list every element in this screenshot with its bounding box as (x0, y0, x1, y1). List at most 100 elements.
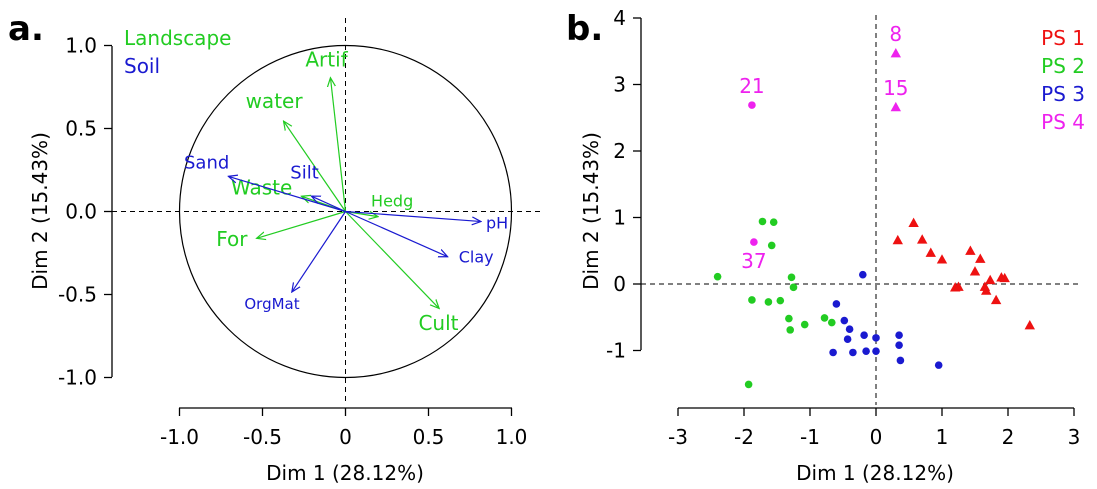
point-ps2 (789, 283, 798, 292)
point-ps1 (975, 253, 986, 263)
legend-ps1: PS 1 (1041, 26, 1085, 50)
legend-ps3: PS 3 (1041, 82, 1085, 106)
vector-arrow (284, 122, 346, 212)
point-ps1 (953, 281, 964, 291)
point-ps2 (758, 217, 767, 226)
point-ps4-8 (890, 48, 901, 58)
point-ps1 (1024, 320, 1035, 330)
vector-label: OrgMat (244, 295, 299, 313)
point-ps2 (748, 296, 756, 304)
point-ps2 (786, 326, 794, 334)
panel-a-x-tick-label: 1.0 (496, 425, 528, 449)
point-ps1 (981, 285, 992, 295)
point-ps1 (892, 234, 903, 245)
legend-soil: Soil (124, 54, 160, 78)
vector-label: Waste (231, 176, 292, 200)
panel-a-y-tick-label: 0.0 (65, 200, 97, 224)
vector-label: water (246, 89, 304, 113)
point-ps1 (936, 254, 948, 264)
point-ps1 (990, 294, 1002, 305)
panel-b-x-ticks: -3 -2 -1 0 1 2 3 (668, 408, 1080, 449)
point-label: 8 (889, 22, 902, 46)
point-ps3 (829, 348, 837, 357)
panel-a-x-tick-label: -0.5 (243, 425, 282, 449)
point-ps3 (843, 335, 852, 343)
vector-label: Cult (418, 311, 458, 335)
panel-a-x-ticks: -1.0 -0.5 0 0.5 1.0 (160, 408, 527, 449)
point-ps2 (820, 314, 829, 322)
point-label: 15 (883, 76, 908, 100)
point-ps3 (872, 334, 880, 342)
vector-arrow (331, 79, 347, 212)
vector-arrow (258, 210, 346, 239)
panel-a-y-tick-label: 0.5 (65, 117, 97, 141)
legend-ps2: PS 2 (1041, 54, 1085, 78)
vector-arrow (345, 210, 447, 257)
panel-b-y-axis-title: Dim 2 (15.43%) (579, 132, 603, 290)
panel-b-y-tick-label: -1 (606, 339, 626, 363)
vector-label: Sand (184, 153, 229, 174)
point-ps2 (827, 318, 836, 327)
vector-label: Artif (305, 48, 348, 72)
panel-a-x-tick-label: 0.5 (413, 425, 445, 449)
point-ps3 (859, 270, 867, 279)
point-ps3 (934, 361, 943, 369)
panel-a-y-tick-label: -1.0 (58, 366, 97, 390)
point-ps1 (965, 245, 976, 255)
point-ps1 (969, 266, 981, 276)
point-ps2 (785, 314, 793, 323)
point-ps4-15 (890, 101, 901, 112)
point-ps1 (984, 274, 996, 285)
panel-a-label: a. (8, 9, 44, 49)
panel-a-x-axis-title: Dim 1 (28.12%) (266, 461, 424, 485)
panel-b-y-tick-label: 4 (613, 6, 626, 30)
point-ps1 (917, 234, 928, 244)
point-ps2 (767, 241, 776, 250)
panel-a-legend: Landscape Soil (124, 26, 231, 78)
point-ps2 (764, 298, 773, 306)
point-ps1 (908, 217, 919, 227)
point-ps2 (744, 380, 753, 389)
panel-b-y-tick-label: 3 (613, 73, 626, 97)
point-ps1 (999, 272, 1010, 283)
panel-b-label: b. (566, 9, 603, 49)
point-ps3 (862, 347, 870, 355)
panel-b-x-tick-label: 0 (870, 425, 883, 449)
point-ps3 (832, 300, 841, 308)
vector-label: For (216, 227, 248, 251)
vector-waste: Waste (231, 176, 346, 213)
vector-ph: pH (345, 210, 508, 232)
legend-landscape: Landscape (124, 26, 231, 50)
vector-arrow (345, 210, 480, 222)
vector-label: Clay (459, 247, 494, 266)
point-ps3 (896, 356, 905, 365)
panel-b-x-axis-title: Dim 1 (28.12%) (796, 461, 954, 485)
panel-a-vector-plot: a. Landscape Soil -1.0 -0.5 0.0 0.5 1.0 -1.0… (8, 9, 542, 485)
vector-artif: Artif (305, 48, 349, 212)
vector-arrow (229, 177, 346, 213)
point-ps3 (849, 348, 857, 357)
point-ps2 (776, 296, 785, 305)
point-ps3 (845, 325, 854, 334)
vector-clay: Clay (345, 210, 494, 266)
panel-b-y-tick-label: 2 (613, 139, 626, 163)
vector-cult: Cult (345, 211, 459, 335)
vector-sand: Sand (184, 153, 346, 213)
point-ps2 (769, 218, 778, 226)
panel-b-scatter-plot: b. -1 0 1 2 3 4 -3 -2 -1 0 1 2 3 21 8 15 37 PS 1 PS 2 … (566, 6, 1085, 485)
panel-a-y-tick-label: 1.0 (65, 34, 97, 58)
vector-arrow (312, 197, 346, 213)
point-ps3 (872, 347, 880, 355)
vector-label: Silt (290, 163, 319, 184)
vector-label: pH (486, 213, 508, 232)
panel-b-x-tick-label: 2 (1002, 425, 1015, 449)
vector-orgmat: OrgMat (244, 211, 346, 313)
panel-b-x-tick-label: 3 (1068, 425, 1081, 449)
point-label: 37 (741, 249, 766, 273)
panel-a-y-axis-title: Dim 2 (15.43%) (28, 132, 52, 290)
point-ps2 (800, 320, 809, 329)
point-ps3 (860, 331, 868, 340)
panel-b-y-tick-label: 0 (613, 272, 626, 296)
vector-silt: Silt (290, 163, 346, 213)
